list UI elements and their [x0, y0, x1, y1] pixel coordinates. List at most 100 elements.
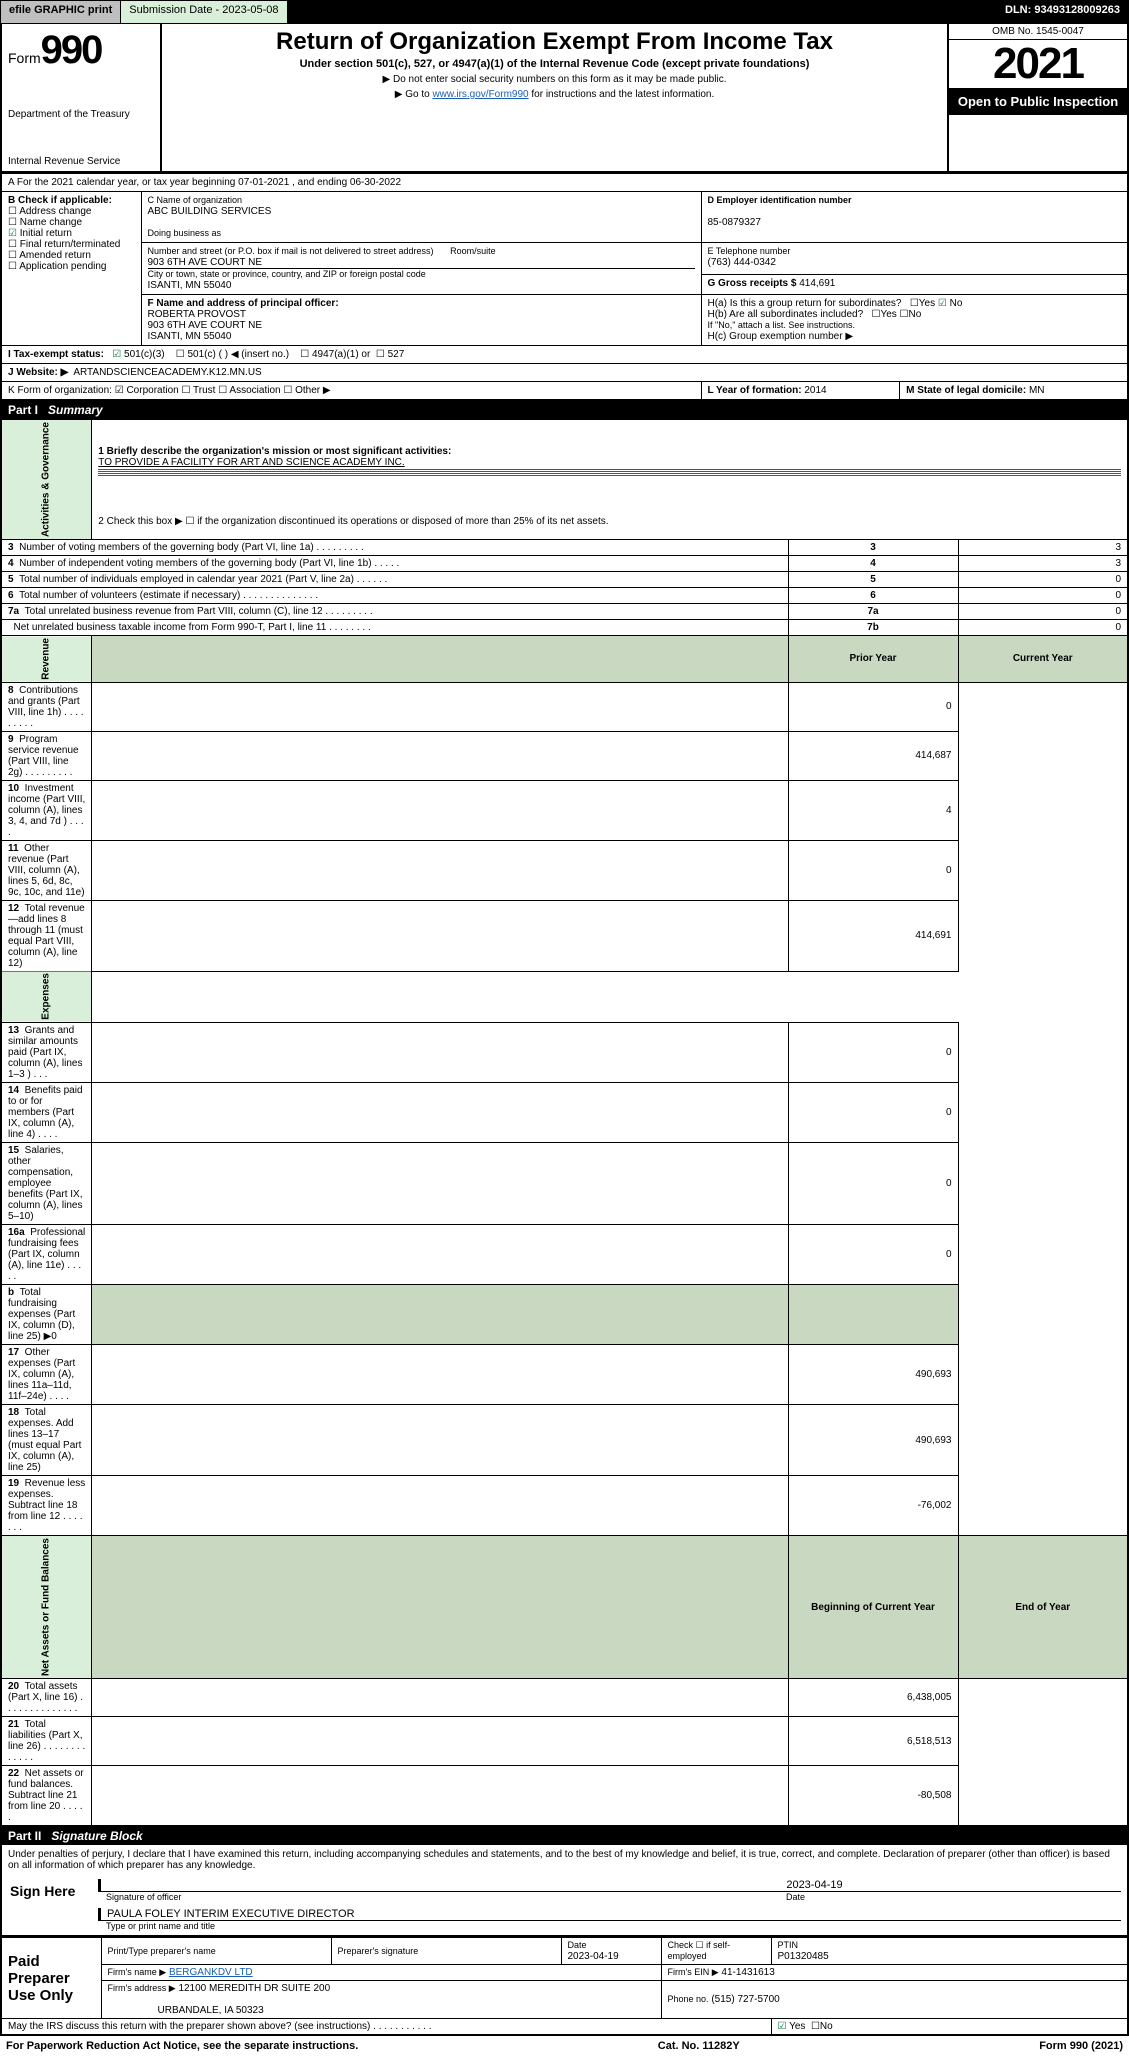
irs-label: Internal Revenue Service [8, 156, 154, 167]
telephone: (763) 444-0342 [708, 257, 776, 268]
header-left: Form990 Department of the Treasury Inter… [2, 24, 162, 171]
col-beginning: Beginning of Current Year [788, 1536, 958, 1679]
summary-row: 22 Net assets or fund balances. Subtract… [1, 1766, 1128, 1827]
box-b-label: B Check if applicable: [8, 195, 112, 206]
box-d: D Employer identification number 85-0879… [701, 192, 1128, 243]
paid-preparer-label: Paid Preparer Use Only [1, 1938, 101, 2019]
box-b-item[interactable]: Initial return [8, 228, 135, 239]
col-prior: Prior Year [788, 636, 958, 683]
officer-typed-name: PAULA FOLEY INTERIM EXECUTIVE DIRECTOR [98, 1908, 1121, 1921]
org-name: ABC BUILDING SERVICES [148, 206, 272, 217]
box-c-name: C Name of organization ABC BUILDING SERV… [141, 192, 701, 243]
summary-row: 16a Professional fundraising fees (Part … [1, 1225, 1128, 1285]
sidebar-ag: Activities & Governance [1, 420, 92, 540]
box-b-item[interactable]: Address change [8, 206, 135, 217]
form-number: 990 [41, 28, 102, 72]
cat-no: Cat. No. 11282Y [658, 2040, 740, 2052]
paid-preparer-block: Paid Preparer Use Only Print/Type prepar… [0, 1937, 1129, 2036]
website: ARTANDSCIENCEACADEMY.K12.MN.US [73, 367, 261, 378]
summary-row: 20 Total assets (Part X, line 16) . . . … [1, 1679, 1128, 1717]
sign-date: 2023-04-19 [776, 1879, 1121, 1892]
summary-row: 9 Program service revenue (Part VIII, li… [1, 731, 1128, 780]
col-current: Current Year [958, 636, 1128, 683]
summary-row: 17 Other expenses (Part IX, column (A), … [1, 1345, 1128, 1405]
row-m: M State of legal domicile: MN [900, 382, 1128, 401]
may-answer: Yes ☐No [771, 2019, 1128, 2036]
mission-text: TO PROVIDE A FACILITY FOR ART AND SCIENC… [98, 457, 404, 468]
sidebar-exp: Expenses [1, 971, 92, 1023]
dln: DLN: 93493128009263 [997, 1, 1128, 23]
box-c-addr: Number and street (or P.O. box if mail i… [141, 243, 701, 295]
submission-date: Submission Date - 2023-05-08 [121, 1, 287, 23]
form-title: Return of Organization Exempt From Incom… [168, 28, 941, 56]
part2-bar: Part II Signature Block [0, 1827, 1129, 1845]
part1-bar: Part I Summary [0, 401, 1129, 419]
sidebar-net: Net Assets or Fund Balances [1, 1536, 92, 1679]
footer: For Paperwork Reduction Act Notice, see … [0, 2036, 1129, 2056]
firm-address: 12100 MEREDITH DR SUITE 200 [178, 1983, 330, 1994]
dept-treasury: Department of the Treasury [8, 109, 154, 120]
firm-link[interactable]: BERGANKDV LTD [169, 1967, 253, 1978]
signature-block: Sign Here 2023-04-19 Signature of office… [0, 1875, 1129, 1937]
entity-block: A For the 2021 calendar year, or tax yea… [0, 173, 1129, 401]
summary-table: Activities & Governance 1 Briefly descri… [0, 419, 1129, 1827]
summary-row: 19 Revenue less expenses. Subtract line … [1, 1476, 1128, 1536]
box-h: H(a) Is this a group return for subordin… [701, 295, 1128, 346]
q2: 2 Check this box ▶ ☐ if the organization… [92, 503, 1128, 540]
box-b-item[interactable]: Application pending [8, 261, 135, 272]
tax-exempt-row: I Tax-exempt status: 501(c)(3) ☐ 501(c) … [1, 346, 1128, 364]
gross-receipts: 414,691 [799, 278, 835, 289]
box-f: F Name and address of principal officer:… [141, 295, 701, 346]
summary-row: 4 Number of independent voting members o… [1, 556, 1128, 572]
col-end: End of Year [958, 1536, 1128, 1679]
tax-year: 2021 [949, 40, 1127, 88]
form-header: Form990 Department of the Treasury Inter… [0, 24, 1129, 173]
sidebar-rev: Revenue [1, 636, 92, 683]
prep-date: 2023-04-19 [568, 1951, 619, 1962]
summary-row: 14 Benefits paid to or for members (Part… [1, 1083, 1128, 1143]
row-k: K Form of organization: ☑ Corporation ☐ … [1, 382, 701, 401]
summary-row: 10 Investment income (Part VIII, column … [1, 780, 1128, 840]
box-g: G Gross receipts $ 414,691 [701, 275, 1128, 295]
form-ref: Form 990 (2021) [1039, 2040, 1123, 2052]
summary-row: 8 Contributions and grants (Part VIII, l… [1, 682, 1128, 731]
form-word: Form [8, 50, 41, 66]
ssn-note: ▶ Do not enter social security numbers o… [168, 74, 941, 85]
box-b-item[interactable]: Final return/terminated [8, 239, 135, 250]
officer-signature-line[interactable] [98, 1879, 776, 1892]
ha-no-check [938, 298, 950, 309]
summary-row: 13 Grants and similar amounts paid (Part… [1, 1023, 1128, 1083]
summary-row: 3 Number of voting members of the govern… [1, 540, 1128, 556]
summary-row: 15 Salaries, other compensation, employe… [1, 1143, 1128, 1225]
summary-row: 6 Total number of volunteers (estimate i… [1, 588, 1128, 604]
topbar: efile GRAPHIC print Submission Date - 20… [0, 0, 1129, 24]
street-address: 903 6TH AVE COURT NE [148, 257, 263, 268]
summary-row: 21 Total liabilities (Part X, line 26) .… [1, 1717, 1128, 1766]
summary-row: Net unrelated business taxable income fr… [1, 620, 1128, 636]
open-inspection: Open to Public Inspection [949, 88, 1127, 115]
firm-ein: 41-1431613 [721, 1967, 774, 1978]
ein: 85-0879327 [708, 217, 761, 228]
501c3-check [112, 349, 124, 360]
summary-row: 18 Total expenses. Add lines 13–17 (must… [1, 1405, 1128, 1476]
box-e: E Telephone number (763) 444-0342 [701, 243, 1128, 275]
summary-row: 11 Other revenue (Part VIII, column (A),… [1, 840, 1128, 900]
box-b-item[interactable]: Name change [8, 217, 135, 228]
efile-button[interactable]: efile GRAPHIC print [1, 1, 121, 23]
omb-number: OMB No. 1545-0047 [949, 24, 1127, 40]
penalties-text: Under penalties of perjury, I declare th… [0, 1845, 1129, 1875]
ptin: P01320485 [778, 1951, 829, 1962]
header-mid: Return of Organization Exempt From Incom… [162, 24, 947, 171]
firm-phone: (515) 727-5700 [711, 1994, 779, 2005]
period-a: A For the 2021 calendar year, or tax yea… [1, 174, 1128, 192]
header-right: OMB No. 1545-0047 2021 Open to Public In… [947, 24, 1127, 171]
summary-row: 12 Total revenue—add lines 8 through 11 … [1, 900, 1128, 971]
pra-notice: For Paperwork Reduction Act Notice, see … [6, 2040, 358, 2052]
row-l: L Year of formation: 2014 [701, 382, 900, 401]
form-subtitle: Under section 501(c), 527, or 4947(a)(1)… [168, 58, 941, 70]
irs-link[interactable]: www.irs.gov/Form990 [432, 89, 528, 100]
summary-row: 5 Total number of individuals employed i… [1, 572, 1128, 588]
box-b-item[interactable]: Amended return [8, 250, 135, 261]
summary-row: 7a Total unrelated business revenue from… [1, 604, 1128, 620]
summary-row: b Total fundraising expenses (Part IX, c… [1, 1285, 1128, 1345]
